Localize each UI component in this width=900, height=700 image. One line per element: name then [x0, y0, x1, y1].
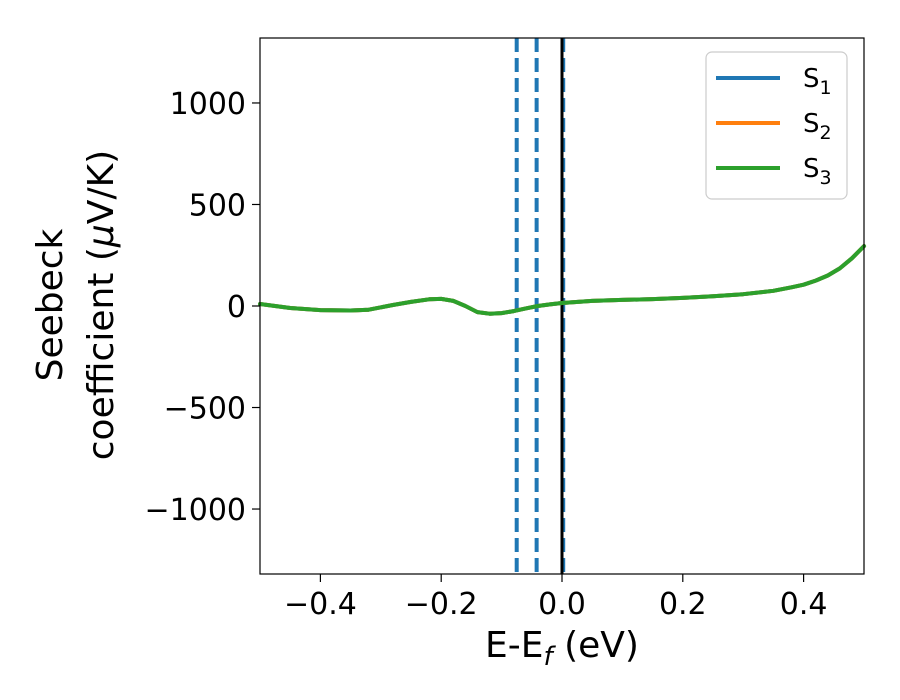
y-axis-label: Seebeck coefficient (μV/K): [30, 150, 122, 460]
y-tick-label: −1000: [145, 493, 246, 528]
y-axis-ticks: −1000 −500 0 500 1000: [145, 87, 260, 528]
x-axis-label-suffix: (eV): [553, 625, 639, 666]
x-tick-label: −0.4: [284, 587, 357, 622]
y-axis-label-line2: coefficient (μV/K): [81, 150, 122, 460]
legend-label-1: S1: [803, 64, 832, 99]
y-axis-label-line1: Seebeck: [30, 228, 71, 381]
series-lines: [258, 244, 866, 316]
x-tick-label: 0.4: [780, 587, 828, 622]
x-axis-label-base: E-E: [485, 625, 543, 666]
y-tick-label: 0: [227, 290, 246, 325]
x-axis-ticks: −0.4 −0.2 0.0 0.2 0.4: [284, 574, 827, 622]
series-line-3: [258, 244, 866, 316]
y-tick-label: 1000: [170, 87, 246, 122]
vertical-lines: [514, 38, 566, 574]
x-axis-label: E-Ef (eV): [485, 625, 639, 672]
legend: S1 S2 S3: [705, 51, 848, 200]
legend-label-2: S2: [803, 109, 832, 144]
legend-box: [705, 51, 848, 200]
y-tick-label: −500: [164, 392, 246, 427]
x-tick-label: 0.0: [538, 587, 586, 622]
y-tick-label: 500: [189, 188, 246, 223]
x-tick-label: −0.2: [405, 587, 478, 622]
x-tick-label: 0.2: [659, 587, 707, 622]
legend-label-3: S3: [803, 154, 832, 189]
